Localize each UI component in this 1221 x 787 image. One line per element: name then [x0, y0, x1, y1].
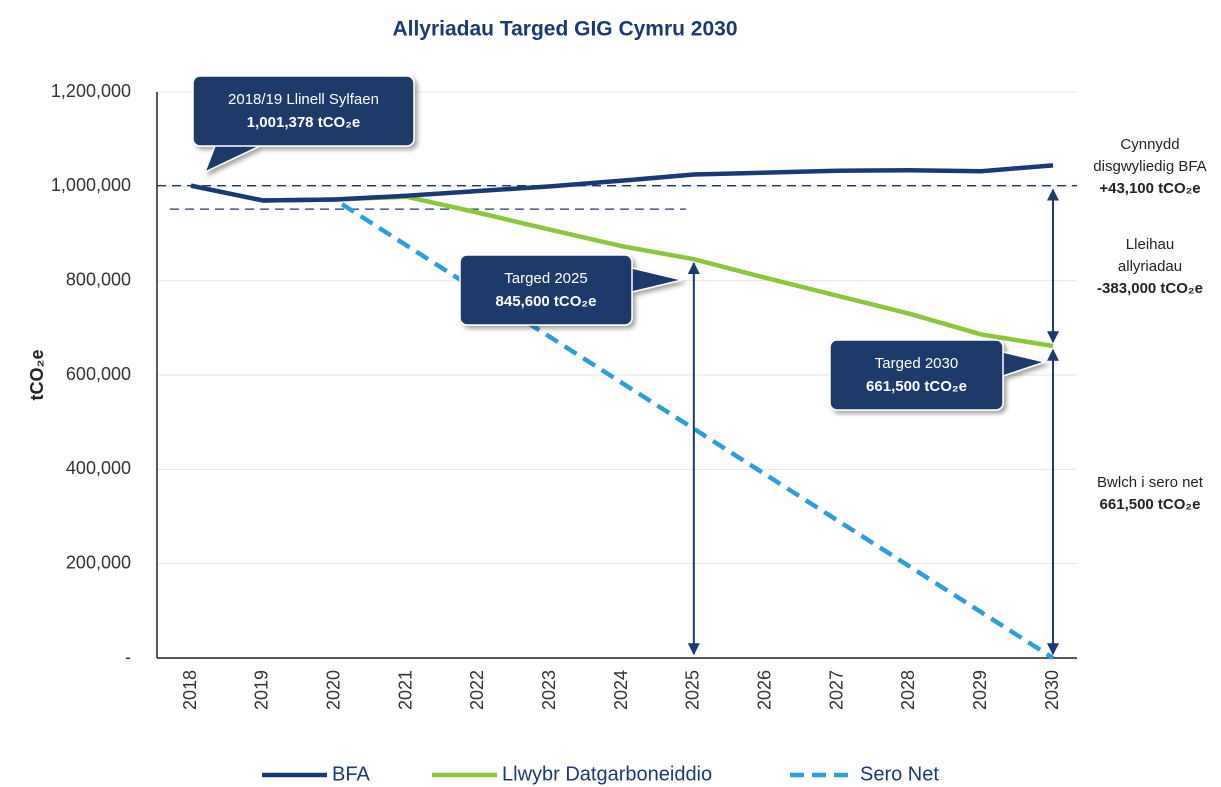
annotation: Bwlch i sero net [1097, 474, 1204, 491]
annotation: 661,500 tCO₂e [1100, 496, 1201, 513]
x-tick-label: 2030 [1042, 670, 1062, 710]
legend-label: BFA [332, 763, 370, 785]
y-tick-label: 1,000,000 [51, 175, 131, 195]
x-tick-label: 2022 [467, 670, 487, 710]
callout-box [829, 339, 1004, 411]
x-tick-label: 2023 [539, 670, 559, 710]
callout-text: Targed 2025 [504, 270, 587, 287]
callout-text: Targed 2030 [875, 355, 958, 372]
callout-text: 2018/19 Llinell Sylfaen [228, 91, 379, 108]
x-tick-label: 2028 [898, 670, 918, 710]
x-tick-label: 2027 [826, 670, 846, 710]
x-tick-label: 2025 [683, 670, 703, 710]
callout-tail [1002, 351, 1048, 377]
legend-label: Llwybr Datgarboneiddio [502, 763, 712, 785]
annotation: Cynnydd [1120, 136, 1179, 153]
callout-text: 1,001,378 tCO₂e [247, 114, 360, 131]
callout [829, 339, 1048, 411]
y-tick-label: 200,000 [66, 552, 131, 572]
callout-text: 845,600 tCO₂e [496, 293, 597, 310]
y-axis-label: tCO₂e [27, 349, 47, 400]
callout [192, 75, 415, 174]
x-tick-label: 2018 [180, 670, 200, 710]
chart-title: Allyriadau Targed GIG Cymru 2030 [392, 18, 737, 41]
annotation: Lleihau [1126, 236, 1174, 253]
x-tick-label: 2026 [754, 670, 774, 710]
series-line [190, 163, 1054, 203]
x-tick-label: 2019 [252, 670, 272, 710]
legend-label: Sero Net [860, 763, 939, 785]
callout-text: 661,500 tCO₂e [866, 378, 967, 395]
callout-tail [631, 267, 683, 293]
annotation: allyriadau [1118, 258, 1182, 275]
callout-tail [203, 145, 261, 174]
y-tick-label: 800,000 [66, 269, 131, 289]
x-tick-label: 2021 [395, 670, 415, 710]
y-tick-label: 400,000 [66, 458, 131, 478]
callout [459, 254, 683, 326]
annotation: -383,000 tCO₂e [1097, 280, 1203, 297]
callout-box [459, 254, 633, 326]
annotation: +43,100 tCO₂e [1099, 180, 1200, 197]
x-tick-label: 2029 [970, 670, 990, 710]
x-tick-label: 2024 [611, 670, 631, 710]
annotation: disgwyliedig BFA [1093, 158, 1206, 175]
y-tick-label: 600,000 [66, 364, 131, 384]
x-tick-label: 2020 [323, 670, 343, 710]
y-tick-label: 1,200,000 [51, 81, 131, 101]
y-tick-label: - [125, 647, 131, 667]
callout-box [192, 75, 415, 147]
